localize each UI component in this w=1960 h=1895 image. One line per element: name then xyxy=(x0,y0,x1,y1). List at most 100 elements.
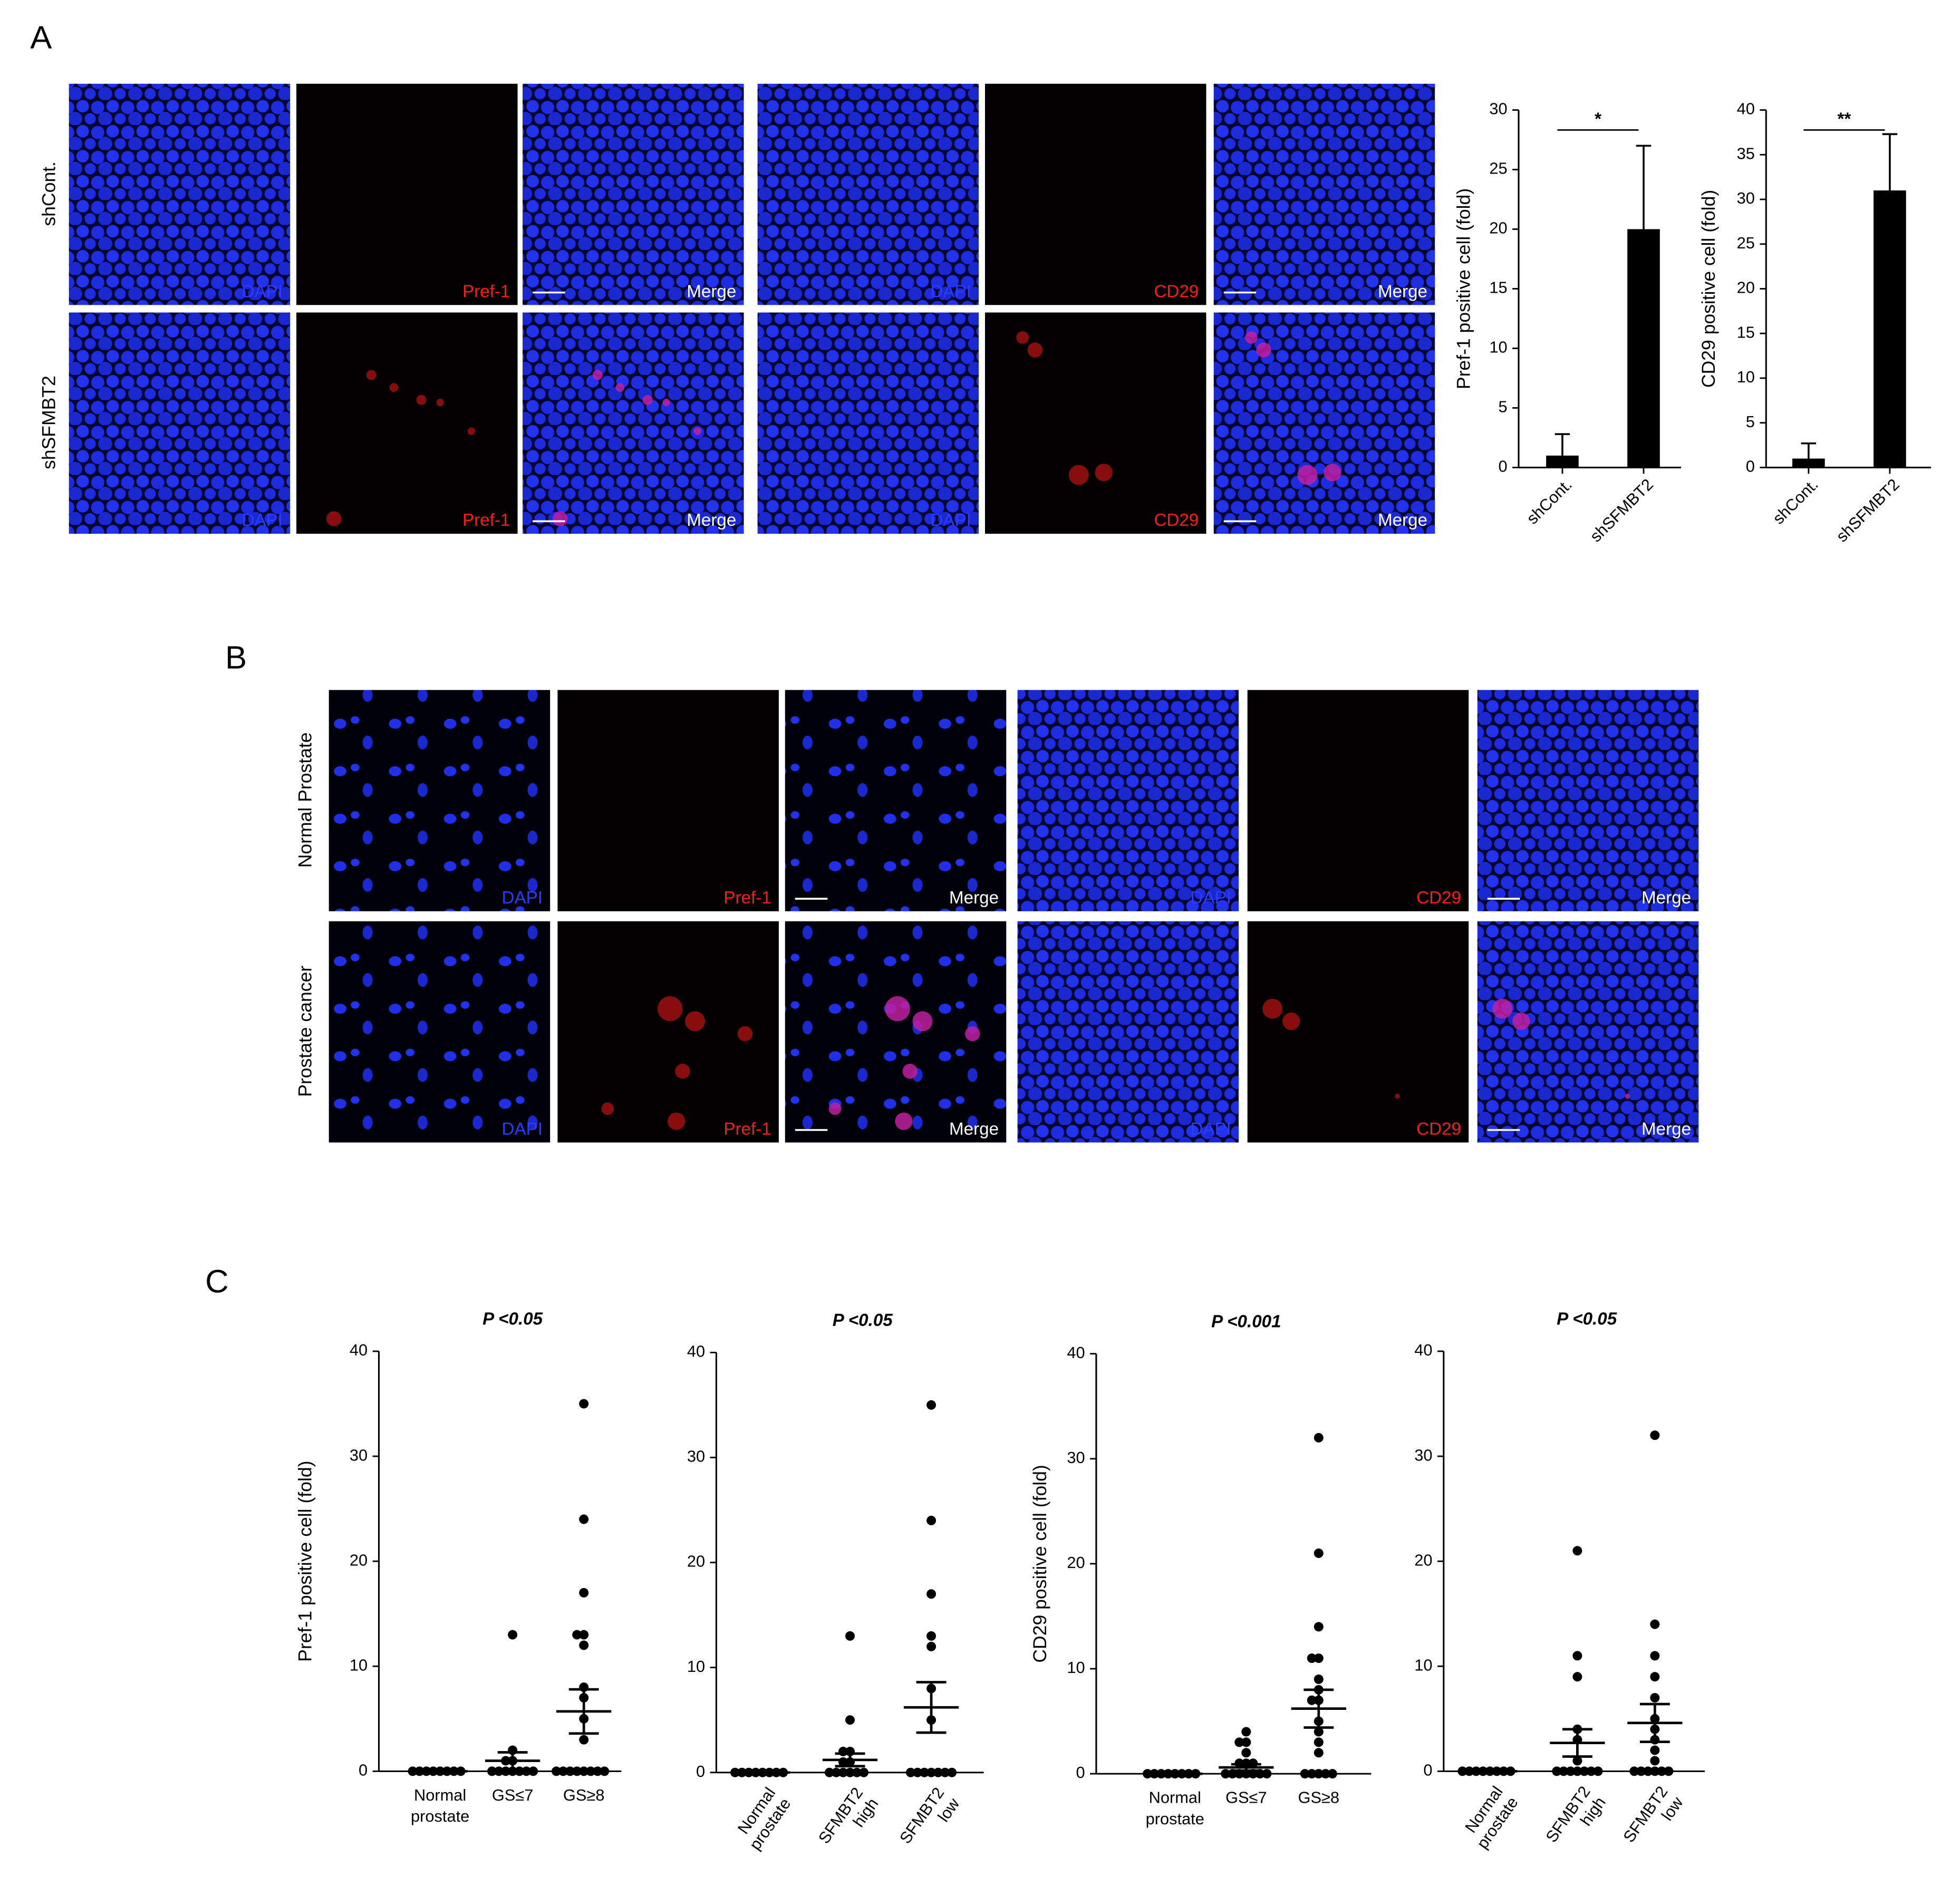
chart-title: P <0.05 xyxy=(833,1311,893,1330)
micrograph-field xyxy=(984,83,1206,305)
data-point xyxy=(845,1715,855,1725)
micrograph: CD29 xyxy=(1247,690,1469,911)
y-tick-label: 5 xyxy=(1499,398,1508,416)
data-point xyxy=(1566,1766,1576,1776)
channel-label: CD29 xyxy=(1416,888,1461,908)
y-tick-label: 10 xyxy=(350,1656,368,1674)
data-point xyxy=(1559,1766,1569,1776)
red-signal xyxy=(1027,342,1043,358)
data-point xyxy=(1636,1766,1646,1776)
red-signal xyxy=(1016,331,1029,344)
data-point xyxy=(1650,1692,1660,1703)
channel-label: Pref-1 xyxy=(462,282,510,301)
data-point xyxy=(1221,1769,1231,1779)
micrograph-field xyxy=(329,921,551,1143)
y-tick-label: 40 xyxy=(350,1341,368,1359)
data-point xyxy=(593,1766,603,1776)
red-signal xyxy=(912,1011,933,1032)
micrograph: Merge xyxy=(1477,921,1699,1143)
micrograph-field xyxy=(1247,921,1469,1143)
data-point xyxy=(1314,1737,1324,1747)
red-signal xyxy=(1492,998,1513,1019)
red-signal xyxy=(326,511,342,526)
red-signal xyxy=(675,1063,690,1079)
micrograph: Merge xyxy=(1213,312,1435,534)
data-point xyxy=(926,1400,936,1410)
data-point xyxy=(1307,1653,1317,1663)
micrograph-field xyxy=(523,312,744,534)
y-tick-label: 30 xyxy=(687,1447,705,1466)
red-signal xyxy=(1282,1012,1300,1030)
data-point xyxy=(1300,1769,1310,1779)
data-point xyxy=(1307,1695,1317,1705)
y-tick-label: 10 xyxy=(1414,1656,1432,1674)
channel-label: Pref-1 xyxy=(723,1119,771,1139)
row-label: Normal Prostate xyxy=(294,732,315,868)
y-tick-label: 20 xyxy=(1737,278,1755,297)
micrograph-field xyxy=(785,690,1007,911)
data-point xyxy=(1262,1769,1272,1779)
micrograph-field xyxy=(1017,690,1239,911)
x-tick-label: GS≥8 xyxy=(1298,1788,1340,1807)
channel-label: DAPI xyxy=(930,282,971,301)
data-point xyxy=(1572,1756,1582,1766)
channel-label: CD29 xyxy=(1154,511,1199,530)
data-point xyxy=(1143,1769,1153,1779)
micrograph: Pref-1 xyxy=(557,690,779,911)
channel-label: DAPI xyxy=(502,1119,543,1139)
data-point xyxy=(1650,1430,1660,1440)
micrograph-field xyxy=(69,312,291,534)
channel-label: CD29 xyxy=(1416,1119,1461,1139)
data-point xyxy=(947,1767,957,1777)
channel-label: Merge xyxy=(1642,1119,1691,1139)
micrograph-field xyxy=(1017,921,1239,1143)
red-signal xyxy=(601,1102,614,1115)
data-point xyxy=(845,1767,855,1777)
red-signal xyxy=(1256,342,1271,358)
micrograph-field xyxy=(557,690,779,911)
y-tick-label: 15 xyxy=(1737,323,1755,341)
y-tick-label: 0 xyxy=(1746,457,1755,476)
red-signal xyxy=(737,1026,753,1042)
channel-label: Merge xyxy=(1378,282,1427,301)
data-point xyxy=(926,1589,936,1599)
data-point xyxy=(1572,1672,1582,1682)
data-point xyxy=(579,1588,589,1598)
micrograph-field xyxy=(523,83,744,305)
data-point xyxy=(1241,1727,1251,1737)
y-tick-label: 10 xyxy=(1737,368,1755,386)
data-point xyxy=(552,1766,562,1776)
x-tick-label: GS≤7 xyxy=(492,1786,534,1804)
data-point xyxy=(1314,1653,1324,1663)
micrograph-field xyxy=(757,312,979,534)
micrograph-field xyxy=(757,83,979,305)
y-tick-label: 15 xyxy=(1489,278,1507,297)
red-signal xyxy=(436,399,444,407)
data-point xyxy=(920,1767,930,1777)
data-point xyxy=(1657,1766,1667,1776)
data-point xyxy=(579,1640,589,1650)
data-point xyxy=(579,1630,589,1640)
data-point xyxy=(905,1767,915,1777)
red-signal xyxy=(1395,1093,1400,1099)
data-point xyxy=(1650,1651,1660,1661)
x-tick-label-line: Normal xyxy=(1149,1788,1201,1807)
micrograph: DAPI xyxy=(757,312,979,534)
data-point xyxy=(565,1766,575,1776)
channel-label: Merge xyxy=(687,282,736,301)
chart-title: P <0.001 xyxy=(1211,1312,1281,1331)
channel-label: DAPI xyxy=(242,282,283,301)
micrograph: DAPI xyxy=(329,690,551,911)
red-signal xyxy=(552,511,568,526)
data-point xyxy=(1629,1766,1639,1776)
data-point xyxy=(926,1515,936,1525)
data-point xyxy=(1572,1766,1582,1776)
y-tick-label: 40 xyxy=(1737,100,1755,118)
data-point xyxy=(1314,1548,1324,1559)
data-point xyxy=(1572,1651,1582,1661)
x-tick-label: GS≥8 xyxy=(563,1786,605,1804)
significance-mark: ** xyxy=(1837,109,1851,129)
data-point xyxy=(933,1767,943,1777)
micrograph: Pref-1 xyxy=(296,312,518,534)
